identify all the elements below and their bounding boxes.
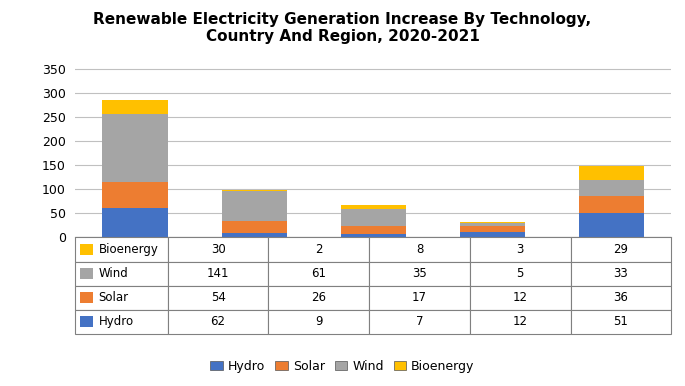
Bar: [269, 310, 369, 334]
Bar: [168, 286, 269, 310]
Text: 35: 35: [412, 267, 427, 280]
Bar: [571, 310, 671, 334]
Text: 51: 51: [614, 315, 628, 328]
Bar: [80, 317, 93, 327]
Bar: [460, 226, 525, 232]
Text: 62: 62: [210, 315, 225, 328]
Bar: [460, 232, 525, 237]
Bar: [221, 220, 287, 233]
Bar: [80, 244, 93, 255]
Text: 33: 33: [614, 267, 628, 280]
Text: 7: 7: [416, 315, 423, 328]
Bar: [340, 234, 406, 237]
Bar: [460, 223, 525, 226]
Bar: [369, 286, 470, 310]
Bar: [571, 237, 671, 262]
Bar: [460, 222, 525, 223]
Bar: [470, 262, 571, 286]
Bar: [571, 262, 671, 286]
Bar: [340, 226, 406, 234]
Bar: [221, 190, 287, 191]
Text: Bioenergy: Bioenergy: [99, 243, 158, 256]
Bar: [369, 237, 470, 262]
Bar: [579, 166, 644, 180]
Bar: [168, 237, 269, 262]
Text: 12: 12: [513, 315, 527, 328]
Bar: [221, 191, 287, 220]
Bar: [103, 100, 168, 114]
Bar: [75, 286, 168, 310]
Text: 12: 12: [513, 291, 527, 304]
Bar: [269, 286, 369, 310]
Bar: [75, 237, 168, 262]
Bar: [369, 310, 470, 334]
Text: 2: 2: [315, 243, 323, 256]
Bar: [269, 262, 369, 286]
Bar: [103, 208, 168, 237]
Bar: [369, 262, 470, 286]
Bar: [103, 182, 168, 208]
Legend: Hydro, Solar, Wind, Bioenergy: Hydro, Solar, Wind, Bioenergy: [206, 355, 480, 378]
Text: 9: 9: [315, 315, 323, 328]
Bar: [103, 114, 168, 182]
Bar: [470, 237, 571, 262]
Bar: [340, 209, 406, 226]
Bar: [221, 233, 287, 237]
Bar: [579, 196, 644, 213]
Bar: [269, 237, 369, 262]
Bar: [168, 262, 269, 286]
Bar: [75, 310, 168, 334]
Text: Hydro: Hydro: [99, 315, 134, 328]
Bar: [470, 310, 571, 334]
Bar: [579, 180, 644, 196]
Text: Renewable Electricity Generation Increase By Technology,
Country And Region, 202: Renewable Electricity Generation Increas…: [93, 12, 592, 44]
Text: 5: 5: [516, 267, 524, 280]
Text: 8: 8: [416, 243, 423, 256]
Bar: [571, 286, 671, 310]
Bar: [80, 292, 93, 303]
Bar: [75, 262, 168, 286]
Bar: [168, 310, 269, 334]
Text: Solar: Solar: [99, 291, 129, 304]
Bar: [80, 268, 93, 279]
Text: 30: 30: [211, 243, 225, 256]
Bar: [470, 286, 571, 310]
Text: 36: 36: [614, 291, 628, 304]
Text: 54: 54: [211, 291, 225, 304]
Bar: [579, 213, 644, 237]
Text: 29: 29: [614, 243, 628, 256]
Text: 26: 26: [311, 291, 326, 304]
Text: 141: 141: [207, 267, 229, 280]
Text: 3: 3: [516, 243, 524, 256]
Text: 61: 61: [311, 267, 326, 280]
Text: Wind: Wind: [99, 267, 128, 280]
Bar: [340, 205, 406, 209]
Text: 17: 17: [412, 291, 427, 304]
